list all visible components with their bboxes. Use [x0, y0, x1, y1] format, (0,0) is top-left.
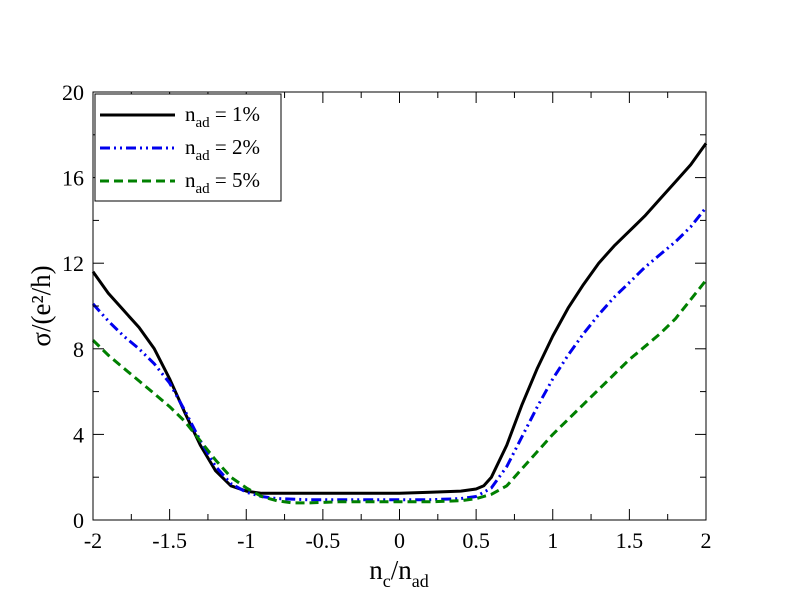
legend-label-1pct: nad = 1% — [185, 102, 260, 131]
legend: nad = 1% nad = 2% nad = 5% — [94, 93, 282, 202]
x-axis-title-sub1: c — [383, 571, 391, 591]
series-layer — [91, 142, 708, 505]
legend-label-2pct: nad = 2% — [185, 135, 260, 164]
y-tick-label: 16 — [62, 166, 84, 191]
x-axis-title-sub2: ad — [412, 571, 429, 591]
y-tick-label: 4 — [73, 422, 84, 447]
x-tick-label: -1 — [237, 528, 255, 553]
x-tick-label: -0.5 — [305, 528, 340, 553]
y-tick-label: 0 — [73, 508, 84, 533]
y-tick-label: 12 — [62, 251, 84, 276]
y-tick-label: 8 — [73, 337, 84, 362]
x-tick-label: 2 — [701, 528, 712, 553]
x-tick-label: 1 — [547, 528, 558, 553]
x-tick-label: 0.5 — [462, 528, 490, 553]
series-line-2 — [91, 206, 708, 502]
x-axis-title-slash: /n — [391, 555, 413, 585]
series-line-3 — [91, 279, 708, 505]
y-tick-label: 20 — [62, 80, 84, 105]
legend-label-5pct: nad = 5% — [185, 168, 260, 197]
x-tick-label: -2 — [84, 528, 102, 553]
x-axis-title: nc/nad — [369, 555, 429, 591]
y-axis-title: σ/(e²/h) — [26, 265, 56, 346]
x-tick-label: 0 — [394, 528, 405, 553]
x-tick-label: -1.5 — [152, 528, 187, 553]
x-axis-title-base: n — [369, 555, 383, 585]
x-tick-label: 1.5 — [616, 528, 644, 553]
